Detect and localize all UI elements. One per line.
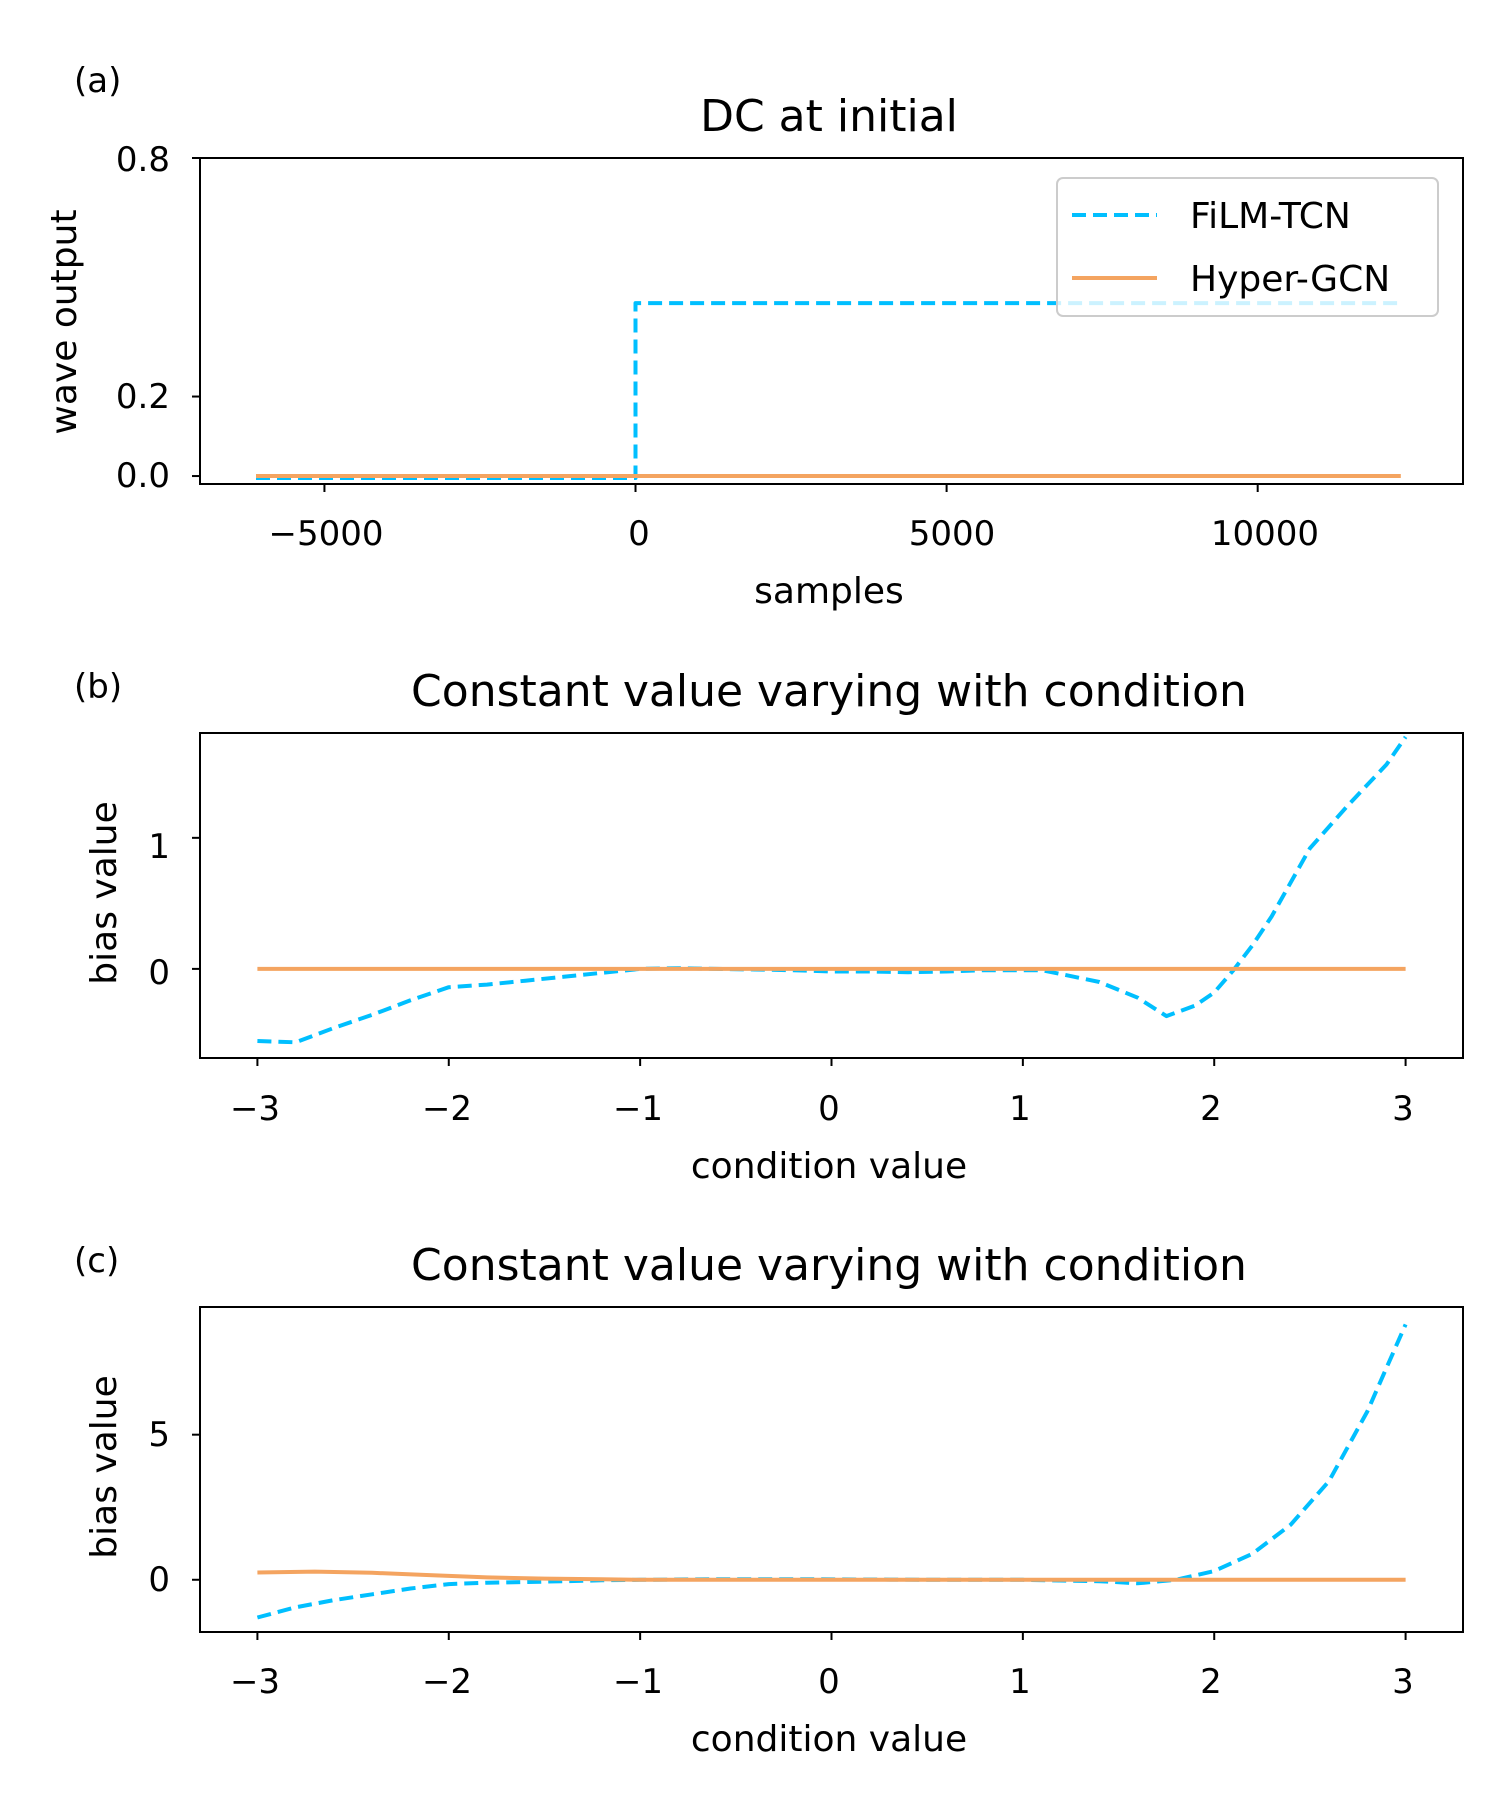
y-axis-label-b: bias value	[84, 801, 125, 984]
x-tick-label: 5000	[909, 514, 996, 554]
legend-box	[1056, 177, 1439, 317]
x-tick-label: 1	[1009, 1662, 1031, 1702]
plot-frame	[199, 157, 1464, 485]
film-tcn-line	[256, 301, 1401, 480]
legend-label-hyper: Hyper-GCN	[1190, 259, 1390, 300]
chart-title-c: Constant value varying with condition	[411, 1240, 1247, 1291]
y-tick-label: 1	[148, 827, 170, 867]
ticks-b: 0 1 −3 −2 −1 0 1 2 3	[148, 827, 1413, 1129]
x-tick-label: 2	[1200, 1089, 1222, 1129]
hyper-gcn-line	[257, 1569, 1406, 1582]
x-tick-label: 0	[818, 1089, 840, 1129]
y-tick-label: 0.0	[116, 456, 170, 496]
x-tick-label: 0	[628, 514, 650, 554]
x-tick-label: −3	[230, 1089, 280, 1129]
x-tick-label: 2	[1200, 1662, 1222, 1702]
x-tick-label: 0	[818, 1662, 840, 1702]
legend-label-film: FiLM-TCN	[1190, 196, 1351, 237]
panel-label-b: (b)	[74, 667, 122, 707]
x-tick-label: 1	[1009, 1089, 1031, 1129]
legend: FiLM-TCN Hyper-GCN	[1056, 177, 1439, 317]
film-tcn-line	[257, 735, 1408, 1045]
y-axis-label-c: bias value	[84, 1375, 125, 1558]
ticks-c: 0 5 −3 −2 −1 0 1 2 3	[148, 1415, 1413, 1702]
panel-c: (c) Constant value varying with conditio…	[74, 1240, 1464, 1760]
panel-label-c: (c)	[74, 1241, 119, 1281]
x-tick-label: 3	[1392, 1662, 1414, 1702]
x-tick-label: −3	[230, 1662, 280, 1702]
x-tick-label: −5000	[268, 514, 383, 554]
ticks-a: 0.0 0.2 0.8 −5000 0 5000 10000	[116, 140, 1319, 554]
x-tick-label: −1	[613, 1089, 663, 1129]
x-axis-label-b: condition value	[691, 1146, 967, 1187]
plot-frame	[199, 732, 1464, 1059]
x-tick-label: 3	[1392, 1089, 1414, 1129]
x-tick-label: −2	[422, 1662, 472, 1702]
x-axis-label-c: condition value	[691, 1719, 967, 1760]
x-tick-label: −2	[422, 1089, 472, 1129]
y-tick-label: 0.2	[116, 377, 170, 417]
y-tick-label: 0.8	[116, 140, 170, 180]
y-tick-label: 5	[148, 1415, 170, 1455]
chart-title-a: DC at initial	[700, 91, 958, 142]
x-tick-label: 10000	[1211, 514, 1319, 554]
panel-a: (a) DC at initial 0.0 0.2 0.8 −5000 0 50…	[44, 61, 1464, 612]
y-axis-label-a: wave output	[44, 209, 85, 434]
plot-frame	[199, 1306, 1464, 1633]
panel-b: (b) Constant value varying with conditio…	[74, 666, 1464, 1187]
x-tick-label: −1	[613, 1662, 663, 1702]
x-axis-label-a: samples	[754, 571, 904, 612]
y-tick-label: 0	[148, 1560, 170, 1600]
y-tick-label: 0	[148, 953, 170, 993]
panel-label-a: (a)	[74, 61, 121, 101]
chart-title-b: Constant value varying with condition	[411, 666, 1247, 717]
